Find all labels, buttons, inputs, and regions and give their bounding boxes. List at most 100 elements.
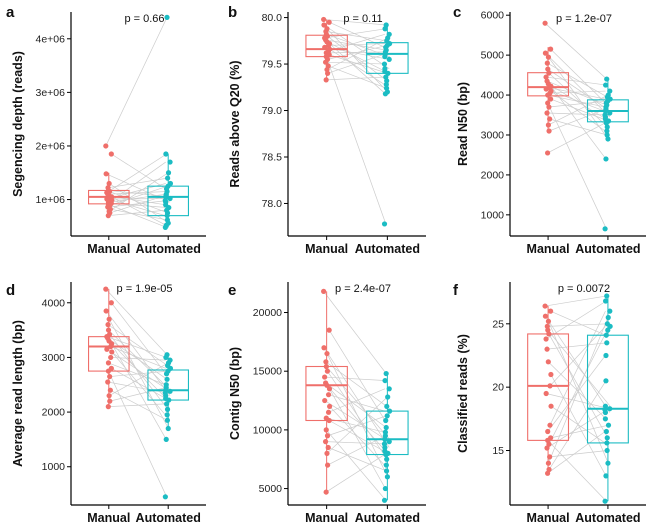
data-point	[164, 14, 170, 20]
y-tick-label: 2000	[481, 169, 505, 181]
data-point	[603, 332, 609, 338]
pair-line	[549, 87, 606, 100]
data-point	[604, 124, 610, 130]
data-point	[109, 349, 115, 355]
pair-line	[108, 362, 169, 396]
data-point	[547, 116, 553, 122]
pair-line	[106, 198, 171, 200]
data-point	[383, 424, 389, 431]
data-point	[386, 386, 392, 392]
p-value-label: p = 1.9e-05	[117, 283, 173, 295]
data-point	[382, 485, 388, 492]
x-tick-label-manual: Manual	[87, 242, 130, 256]
data-point	[323, 427, 329, 433]
pair-line	[548, 72, 609, 128]
data-point	[382, 54, 388, 60]
panel-letter: e	[228, 282, 236, 299]
pair-line	[547, 329, 611, 407]
data-point	[103, 286, 109, 292]
data-point	[602, 226, 608, 232]
y-tick-label: 78.0	[262, 198, 283, 210]
data-point	[607, 110, 613, 116]
panel-f: 15 20 25 Manual Automated Classified reads (%…	[453, 282, 646, 525]
pair-line	[326, 396, 388, 454]
data-point	[605, 314, 611, 321]
data-point	[383, 81, 389, 88]
data-point	[603, 120, 609, 126]
pair-line	[324, 400, 390, 442]
data-point	[548, 46, 554, 52]
data-point	[381, 497, 388, 503]
panel-letter: d	[6, 282, 15, 299]
data-point	[164, 376, 170, 382]
pair-line	[324, 376, 386, 381]
x-tick-label-automated: Automated	[136, 511, 201, 525]
data-point	[607, 406, 613, 412]
data-point	[322, 397, 328, 404]
data-point	[105, 327, 112, 333]
y-axis-label: Contig N50 (bp)	[228, 347, 242, 440]
data-point	[386, 408, 393, 414]
x-tick-label-automated: Automated	[575, 511, 640, 525]
x-tick-label-manual: Manual	[527, 511, 570, 525]
data-point	[108, 300, 114, 306]
data-point	[602, 108, 609, 114]
data-point	[164, 401, 170, 407]
y-tick-label: 1e+06	[36, 194, 66, 206]
pair-line	[325, 454, 385, 493]
pair-line	[327, 435, 386, 466]
pair-line	[107, 324, 168, 366]
pair-line	[329, 43, 386, 95]
pair-line	[549, 326, 606, 387]
x-tick-label-automated: Automated	[575, 242, 640, 256]
pair-line	[547, 102, 607, 229]
y-tick-label: 1000	[481, 209, 505, 221]
data-point	[546, 331, 552, 337]
data-point	[602, 498, 608, 504]
data-point	[607, 323, 613, 329]
data-point	[106, 180, 112, 187]
data-point	[321, 16, 327, 23]
data-point	[604, 293, 610, 299]
data-point	[382, 91, 388, 97]
data-point	[321, 22, 327, 28]
data-point	[384, 474, 391, 480]
data-point	[546, 104, 552, 110]
data-point	[103, 171, 109, 177]
pair-line	[110, 161, 166, 202]
data-point	[108, 343, 114, 350]
pair-line	[108, 193, 166, 203]
pair-line	[550, 424, 609, 439]
pair-line	[323, 24, 390, 69]
data-point	[324, 350, 330, 357]
pair-line	[326, 366, 390, 440]
data-point	[382, 436, 388, 442]
pair-line	[548, 380, 607, 470]
data-point	[546, 70, 552, 76]
data-point	[605, 460, 611, 466]
pair-line	[325, 31, 387, 42]
data-point	[325, 409, 332, 415]
data-point	[547, 422, 553, 428]
data-point	[326, 19, 332, 25]
pair-line	[329, 388, 386, 489]
data-point	[544, 110, 550, 116]
data-point	[381, 221, 388, 227]
data-point	[603, 428, 609, 435]
panel-d: 1000 2000 3000 4000 Manual Automated Average r…	[6, 282, 206, 525]
data-point	[107, 373, 113, 380]
data-point	[383, 462, 389, 468]
data-point	[545, 92, 551, 98]
pair-line	[111, 153, 167, 190]
x-tick-label-automated: Automated	[355, 511, 420, 525]
pair-line	[105, 17, 168, 147]
data-point	[106, 316, 112, 322]
y-axis-label: Reads above Q20 (%)	[228, 60, 242, 187]
data-point	[383, 468, 390, 474]
y-tick-label: 3000	[481, 129, 505, 141]
data-point	[105, 322, 111, 328]
data-point	[603, 473, 609, 479]
pair-line	[109, 370, 168, 377]
data-point	[322, 44, 328, 50]
